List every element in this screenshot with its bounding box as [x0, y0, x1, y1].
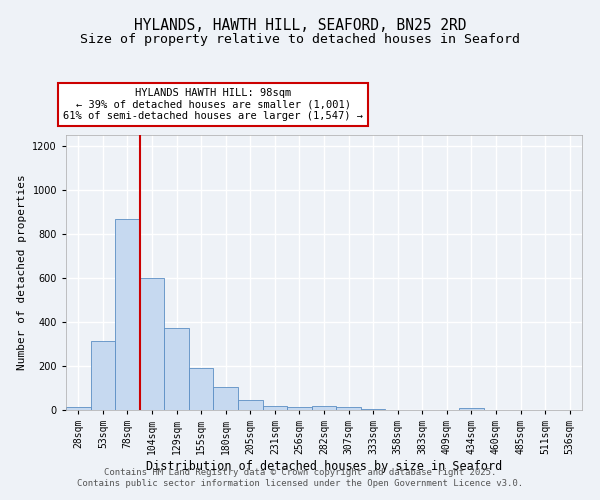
Bar [287, 406, 312, 410]
Bar [66, 406, 91, 410]
Y-axis label: Number of detached properties: Number of detached properties [17, 174, 27, 370]
Bar [140, 278, 164, 410]
Bar [91, 340, 115, 410]
Text: HYLANDS HAWTH HILL: 98sqm
← 39% of detached houses are smaller (1,001)
61% of se: HYLANDS HAWTH HILL: 98sqm ← 39% of detac… [63, 88, 363, 121]
Text: Contains HM Land Registry data © Crown copyright and database right 2025.
Contai: Contains HM Land Registry data © Crown c… [77, 468, 523, 487]
Text: Size of property relative to detached houses in Seaford: Size of property relative to detached ho… [80, 32, 520, 46]
Text: HYLANDS, HAWTH HILL, SEAFORD, BN25 2RD: HYLANDS, HAWTH HILL, SEAFORD, BN25 2RD [134, 18, 466, 32]
Bar [238, 400, 263, 410]
Bar [312, 406, 336, 410]
Bar [336, 406, 361, 410]
X-axis label: Distribution of detached houses by size in Seaford: Distribution of detached houses by size … [146, 460, 502, 473]
Bar [189, 368, 214, 410]
Bar [115, 218, 140, 410]
Bar [164, 328, 189, 410]
Bar [361, 409, 385, 410]
Bar [459, 408, 484, 410]
Bar [263, 406, 287, 410]
Bar [214, 387, 238, 410]
